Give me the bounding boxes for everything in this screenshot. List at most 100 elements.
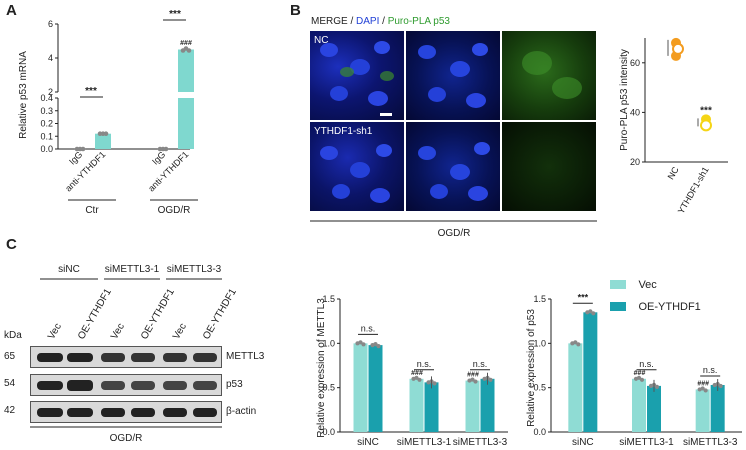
- chart-a-ylabel: Relative p53 mRNA: [18, 51, 29, 139]
- chart-c1-ylabel: Relative expression of METTL3: [316, 298, 327, 438]
- sig-label-c2: n.s.: [703, 365, 718, 375]
- tick-label-c2: 0.0: [533, 427, 546, 437]
- blot-group-label: siMETTL3-3: [167, 264, 222, 275]
- legend-label-oe: OE-YTHDF1: [638, 300, 701, 313]
- point-c2: [700, 386, 705, 391]
- point-c2: [576, 342, 581, 347]
- tick-label-c1: 1.5: [322, 294, 335, 304]
- point-c2: [654, 384, 660, 389]
- header-dapi: DAPI: [356, 16, 380, 27]
- tick-label-c1: 0.5: [322, 383, 335, 393]
- category-c2: siMETTL3-1: [619, 437, 674, 448]
- marker-42: 42: [4, 405, 16, 416]
- tick-label-a-bottom: 0.2: [40, 119, 53, 129]
- tick-label-a-top: 2: [48, 87, 53, 97]
- scale-bar: [380, 113, 392, 116]
- sig-label-c2: ***: [578, 292, 589, 302]
- condition-label-c: OGD/R: [110, 433, 143, 444]
- micro-nc-merge: NC: [309, 30, 405, 121]
- bar-a: [95, 133, 111, 149]
- bar-c2: [647, 385, 661, 432]
- point-c1: [417, 377, 422, 382]
- point-c2: [636, 375, 642, 380]
- bar-c2: [710, 385, 725, 432]
- point-c1: [488, 377, 493, 382]
- panel-b-header: MERGE / DAPI / Puro-PLA p53: [311, 16, 450, 27]
- point-a: [186, 48, 192, 53]
- bar-c1: [409, 378, 424, 432]
- point-b-nc-mean: [672, 42, 684, 55]
- header-sep-2: /: [379, 16, 388, 27]
- bar-c2: [632, 378, 646, 432]
- point-c2: [573, 340, 578, 345]
- sig-a-ogd: ***: [169, 9, 181, 20]
- tick-label-b: 40: [630, 107, 640, 117]
- kda-label: kDa: [4, 330, 22, 341]
- point-a: [80, 146, 86, 152]
- category-c1: siMETTL3-3: [453, 437, 508, 448]
- point-c1: [432, 381, 437, 386]
- group-a-ogd: OGD/R: [158, 205, 191, 216]
- row-label-sh1: YTHDF1-sh1: [314, 126, 373, 137]
- tick-label-a-bottom: 0.1: [40, 131, 53, 141]
- point-a: [163, 146, 169, 152]
- sig-label-c2: n.s.: [639, 359, 654, 369]
- bar-c2: [583, 312, 598, 432]
- blot-row-p53: [30, 374, 222, 396]
- legend-swatch-vec: [610, 280, 626, 290]
- category-c1: siMETTL3-1: [397, 437, 452, 448]
- tick-label-a-bottom: 0.0: [40, 144, 53, 154]
- point-c1: [373, 342, 378, 347]
- legend-item-oe: OE-YTHDF1: [610, 298, 701, 314]
- tick-label-b: 60: [630, 58, 640, 68]
- micro-nc-pla: [501, 30, 597, 121]
- point-c1: [376, 344, 381, 349]
- point-c2: [718, 383, 723, 389]
- tick-label-c2: 0.5: [533, 383, 546, 393]
- point-c2: [591, 311, 596, 316]
- point-c1: [414, 375, 419, 380]
- point-a: [103, 131, 109, 136]
- hash-label-c1: ###: [411, 370, 423, 377]
- micro-sh1-pla: [501, 121, 597, 212]
- hash-label-c2: ###: [697, 380, 709, 387]
- chart-b-ylabel: Puro-PLA p53 intensity: [619, 49, 630, 151]
- hash-label-c1: ###: [467, 372, 479, 379]
- legend-swatch-oe: [610, 302, 626, 312]
- bar-c1: [480, 378, 495, 432]
- bar-c1: [353, 343, 368, 432]
- blot-row-mettl3: [30, 346, 222, 368]
- hash-a: ###: [180, 40, 192, 47]
- category-c2: siNC: [572, 437, 594, 448]
- header-pla: Puro-PLA p53: [387, 16, 450, 27]
- panel-letter-a: A: [6, 2, 17, 19]
- legend: Vec OE-YTHDF1: [610, 276, 701, 314]
- point-c2: [639, 377, 645, 382]
- tick-label-c1: 1.0: [322, 338, 335, 348]
- tick-label-a-bottom: 0.3: [40, 106, 53, 116]
- bar-a-bottom: [178, 98, 194, 149]
- tick-label-a-top: 6: [48, 19, 53, 29]
- category-c2: siMETTL3-3: [683, 437, 738, 448]
- point-c1: [473, 379, 478, 384]
- micro-nc-dapi: [405, 30, 501, 121]
- tick-label-c2: 1.5: [533, 294, 546, 304]
- tick-label-a-bottom: 0.4: [40, 93, 53, 103]
- sig-label-c1: n.s.: [417, 359, 432, 369]
- bar-c2: [568, 343, 583, 432]
- sig-label-c1: n.s.: [473, 359, 488, 369]
- tick-label-c2: 1.0: [533, 338, 546, 348]
- hash-label-c2: ###: [634, 370, 646, 377]
- category-c1: siNC: [357, 437, 379, 448]
- condition-label-b: OGD/R: [438, 228, 471, 239]
- marker-65: 65: [4, 351, 16, 362]
- point-c2: [588, 309, 593, 314]
- marker-54: 54: [4, 378, 16, 389]
- tick-label-c1: 0.0: [322, 427, 335, 437]
